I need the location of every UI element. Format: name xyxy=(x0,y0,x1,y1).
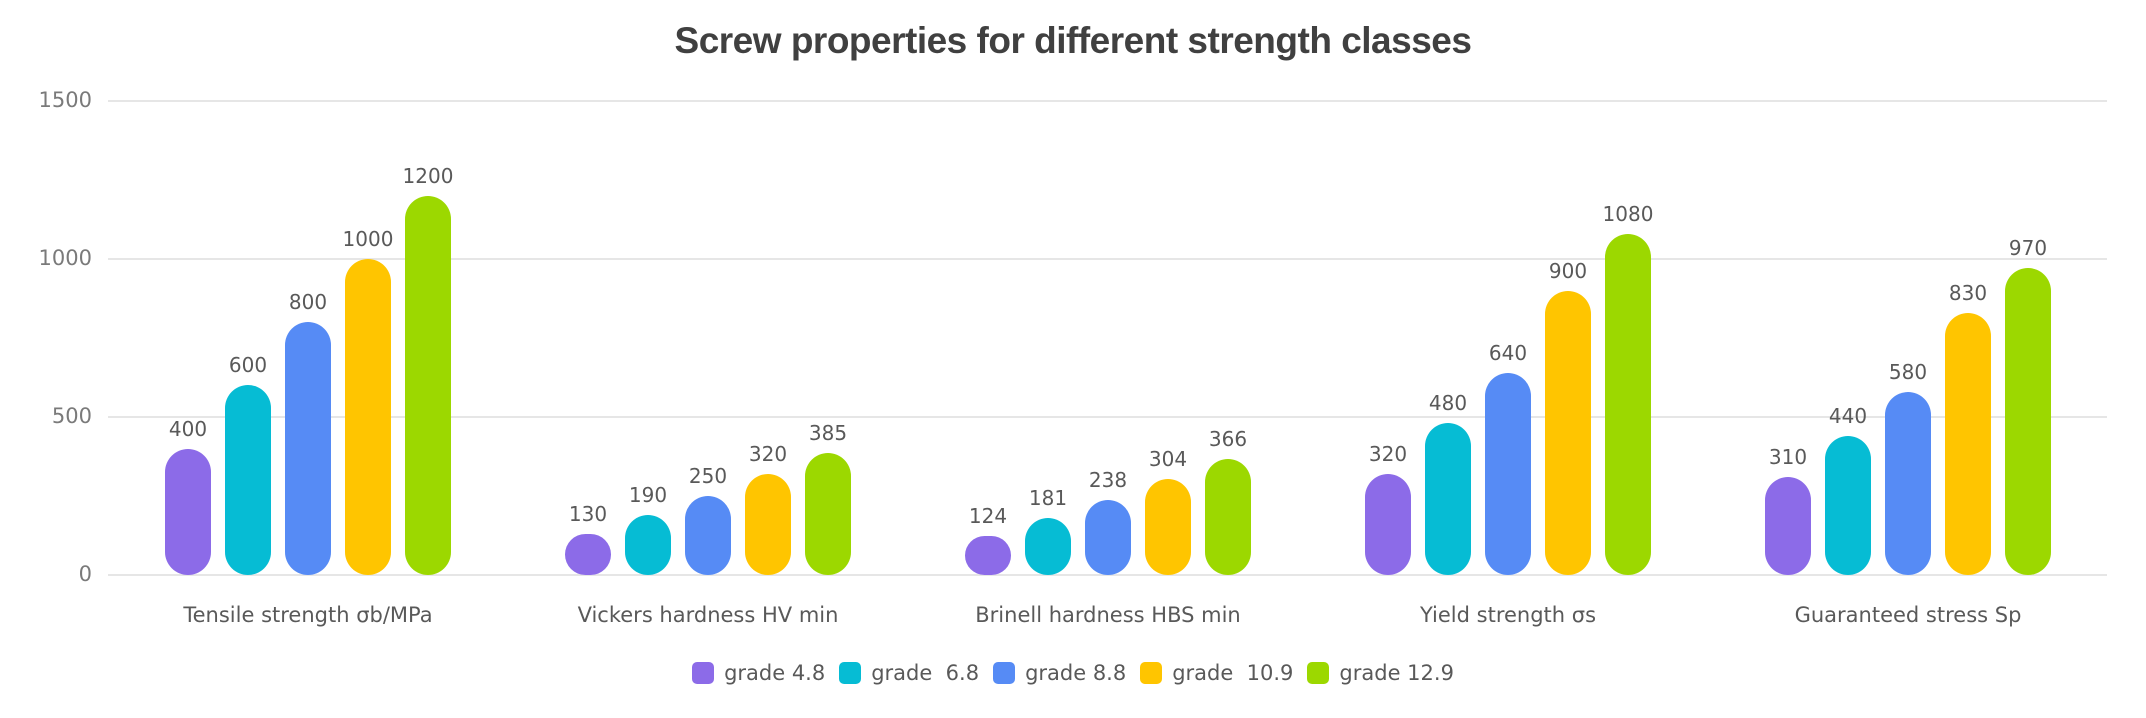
bar[interactable] xyxy=(1765,477,1811,575)
bar[interactable] xyxy=(1205,459,1251,575)
bar[interactable] xyxy=(225,385,271,575)
bar[interactable] xyxy=(1145,478,1191,575)
data-label: 190 xyxy=(628,482,668,507)
data-label: 130 xyxy=(568,501,608,526)
data-label: 640 xyxy=(1488,340,1528,365)
data-label: 1200 xyxy=(402,163,454,188)
data-label: 385 xyxy=(808,421,848,446)
legend-label: grade 12.9 xyxy=(1339,661,1454,685)
gridline xyxy=(108,416,2107,418)
gridline xyxy=(108,258,2107,260)
bar[interactable] xyxy=(1605,233,1651,575)
bar[interactable] xyxy=(965,535,1011,575)
legend-item[interactable]: grade 4.8 xyxy=(692,661,825,685)
bar[interactable] xyxy=(565,533,611,575)
bar[interactable] xyxy=(1025,517,1071,575)
x-axis-category-label: Vickers hardness HV min xyxy=(577,603,839,627)
y-axis-tick-label: 1500 xyxy=(38,88,92,112)
data-label: 970 xyxy=(2008,236,2048,261)
x-axis-category-label: Yield strength σs xyxy=(1419,603,1597,627)
legend-swatch-icon xyxy=(692,662,715,684)
bar[interactable] xyxy=(805,453,851,575)
bar[interactable] xyxy=(345,259,391,575)
chart-title: Screw properties for different strength … xyxy=(674,20,1472,61)
bar[interactable] xyxy=(1425,423,1471,575)
data-label: 1000 xyxy=(342,227,394,251)
bar[interactable] xyxy=(165,448,211,575)
x-axis-category-label: Tensile strength σb/MPa xyxy=(183,603,433,627)
legend-item[interactable]: grade 8.8 xyxy=(993,661,1126,685)
legend-swatch-icon xyxy=(993,662,1016,684)
bar[interactable] xyxy=(1825,435,1871,575)
data-label: 480 xyxy=(1428,391,1468,416)
bar[interactable] xyxy=(1365,473,1411,575)
bar[interactable] xyxy=(405,195,451,575)
bar[interactable] xyxy=(1945,312,1991,575)
data-label: 600 xyxy=(228,353,268,378)
data-label: 830 xyxy=(1948,280,1988,305)
bar[interactable] xyxy=(1885,391,1931,575)
legend-item[interactable]: grade 6.8 xyxy=(839,661,979,685)
data-label: 800 xyxy=(288,290,328,315)
data-label: 440 xyxy=(1828,403,1868,428)
bar[interactable] xyxy=(285,322,331,575)
x-axis-category-label: Brinell hardness HBS min xyxy=(975,603,1241,627)
bar[interactable] xyxy=(2005,268,2051,575)
data-label: 250 xyxy=(688,464,728,488)
data-label: 181 xyxy=(1028,485,1068,510)
data-label: 580 xyxy=(1888,359,1928,384)
legend-label: grade 8.8 xyxy=(1025,661,1127,685)
data-label: 400 xyxy=(168,416,208,441)
data-label: 320 xyxy=(1368,441,1408,466)
legend: grade 4.8 grade 6.8 grade 8.8 grade 10.9 gra… xyxy=(0,661,2146,685)
legend-swatch-icon xyxy=(1140,662,1163,684)
gridline xyxy=(108,100,2107,102)
bar[interactable] xyxy=(1545,290,1591,575)
data-label: 900 xyxy=(1548,258,1588,283)
bar[interactable] xyxy=(1085,499,1131,575)
bar[interactable] xyxy=(1485,372,1531,575)
bar[interactable] xyxy=(745,473,791,575)
legend-swatch-icon xyxy=(839,662,862,684)
y-axis-tick-label: 0 xyxy=(78,562,92,586)
data-label: 320 xyxy=(748,441,788,466)
data-label: 238 xyxy=(1088,467,1128,492)
y-axis-tick-label: 1000 xyxy=(38,246,92,270)
legend-item[interactable]: grade 10.9 xyxy=(1140,661,1293,685)
data-label: 366 xyxy=(1208,427,1248,452)
legend-swatch-icon xyxy=(1307,662,1330,684)
gridline xyxy=(108,574,2107,576)
data-label: 124 xyxy=(968,503,1008,528)
x-axis-category-label: Guaranteed stress Sp xyxy=(1794,603,2022,627)
legend-item[interactable]: grade 12.9 xyxy=(1307,661,1454,685)
bar[interactable] xyxy=(625,514,671,575)
bar[interactable] xyxy=(685,496,731,575)
legend-label: grade 4.8 xyxy=(724,661,826,685)
legend-label: grade 10.9 xyxy=(1172,661,1294,685)
legend-label: grade 6.8 xyxy=(871,661,980,685)
data-label: 1080 xyxy=(1602,201,1654,226)
data-label: 304 xyxy=(1148,446,1188,471)
y-axis-tick-label: 500 xyxy=(51,404,92,428)
data-label: 310 xyxy=(1768,445,1808,470)
